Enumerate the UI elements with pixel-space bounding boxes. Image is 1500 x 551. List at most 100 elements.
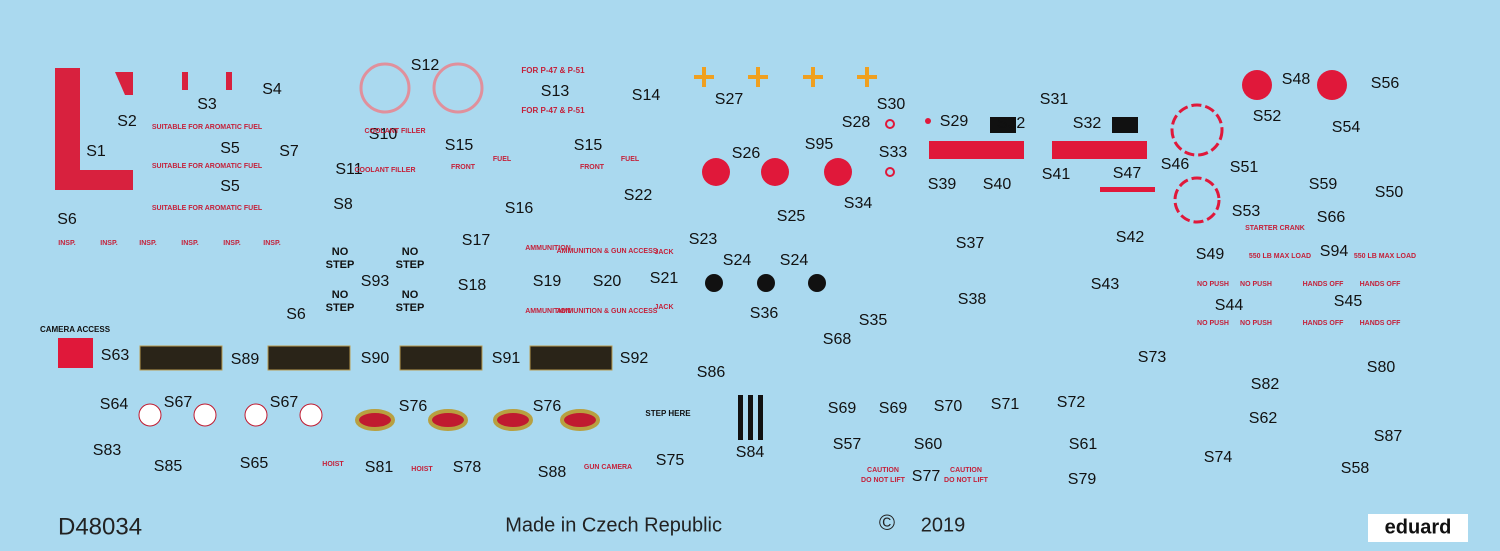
decal-number: S78 [453, 459, 482, 476]
decal-text: SUITABLE FOR AROMATIC FUEL [152, 205, 263, 212]
labels: S1 S2 S3 S4 S12 S5 S5 S7 S10 S11 S8 S6 S13 S14 S15 S15 S… [57, 57, 1403, 488]
decal-number: S87 [1374, 428, 1403, 445]
decal-text: NO [332, 289, 349, 301]
brand-box [1368, 514, 1468, 542]
decal-text: 550 LB MAX LOAD [1354, 253, 1416, 260]
decal-number: S32 [1073, 115, 1102, 132]
decal-text: HANDS OFF [1303, 281, 1345, 288]
decal-text: HOIST [322, 461, 344, 468]
decal-number: S50 [1375, 184, 1404, 201]
decal-number: S63 [101, 347, 130, 364]
decal-number: S39 [928, 176, 957, 193]
decal-number: S80 [1367, 359, 1396, 376]
decal-text: CAUTION [950, 467, 982, 474]
decal-number: S25 [777, 208, 806, 225]
decal-text: COOLANT FILLER [354, 167, 415, 174]
decal-number: S76 [533, 398, 562, 415]
decal-text: AMMUNITION [525, 245, 571, 252]
decal-number: S81 [365, 459, 394, 476]
decal-number: S40 [983, 176, 1012, 193]
decal-text: FRONT [580, 164, 605, 171]
decal-text: NO PUSH [1197, 281, 1229, 288]
decal-text: NO PUSH [1240, 320, 1272, 327]
decal-number: S29 [940, 113, 969, 130]
decal-number: S22 [624, 187, 653, 204]
decal-text: STEP HERE [645, 409, 691, 418]
decal-number: S46 [1161, 156, 1190, 173]
decal-number: S73 [1138, 349, 1167, 366]
decal-number: S8 [333, 196, 353, 213]
decal-number: S6 [286, 306, 306, 323]
decal-number: S41 [1042, 166, 1071, 183]
decal-number: S93 [361, 273, 390, 290]
decal-number: S92 [620, 350, 649, 367]
decal-text: INSP. [139, 240, 156, 247]
decal-number: S20 [593, 273, 622, 290]
decal-number: S12 [411, 57, 440, 74]
decal-number: S60 [914, 436, 943, 453]
decal-number: S56 [1371, 75, 1400, 92]
decal-text: COOLANT FILLER [364, 128, 425, 135]
decal-text: JACK [654, 249, 673, 256]
decal-text: NO [332, 246, 349, 258]
decal-number: S54 [1332, 119, 1361, 136]
decal-text: STARTER CRANK [1245, 225, 1305, 232]
decal-text: FOR P-47 & P-51 [521, 106, 585, 115]
decal-number: S21 [650, 270, 679, 287]
decal-number: S82 [1251, 376, 1280, 393]
decal-text: NO [402, 246, 419, 258]
brand: eduard [1385, 516, 1452, 538]
decal-text: STEP [326, 302, 355, 314]
decal-number: S86 [697, 364, 726, 381]
decal-text: AMMUNITION & GUN ACCESS [557, 248, 658, 255]
decal-number: S89 [231, 351, 260, 368]
decal-number: S38 [958, 291, 987, 308]
decal-artwork [55, 62, 1347, 440]
decal-text: INSP. [181, 240, 198, 247]
decal-number: S26 [732, 145, 761, 162]
decal-text: AMMUNITION [525, 308, 571, 315]
decal-number: S16 [505, 200, 534, 217]
decal-number: S62 [1249, 410, 1278, 427]
decal-number: S42 [1116, 229, 1145, 246]
decal-number: S24 [723, 252, 752, 269]
decal-number: S75 [656, 452, 685, 469]
decal-number: S36 [750, 305, 779, 322]
decal-text: STEP [396, 302, 425, 314]
decal-number: S95 [805, 136, 834, 153]
decal-number: S91 [492, 350, 521, 367]
decal-number: S57 [833, 436, 862, 453]
decal-text: AMMUNITION & GUN ACCESS [557, 308, 658, 315]
decal-number: S24 [780, 252, 809, 269]
decal-number: S53 [1232, 203, 1261, 220]
decal-number: S67 [270, 394, 299, 411]
decal-number: S94 [1320, 243, 1349, 260]
decal-text: HANDS OFF [1360, 281, 1402, 288]
decal-text: STEP [326, 259, 355, 271]
decal-number: S70 [934, 398, 963, 415]
decal-number: S33 [879, 144, 908, 161]
decal-text: HANDS OFF [1303, 320, 1345, 327]
decal-text: DO NOT LIFT [944, 477, 989, 484]
decal-number: S64 [100, 396, 129, 413]
decal-number: S11 [335, 161, 362, 178]
decal-text: FUEL [621, 156, 640, 163]
decal-number: S5 [220, 140, 240, 157]
decal-number: S37 [956, 235, 985, 252]
decal-text: JACK [654, 304, 673, 311]
decal-text: CAMERA ACCESS [40, 325, 111, 334]
decal-number: S79 [1068, 471, 1097, 488]
decal-text: SUITABLE FOR AROMATIC FUEL [152, 124, 263, 131]
decal-number: S69 [879, 400, 908, 417]
decal-number: S84 [736, 444, 765, 461]
decal-number: S17 [462, 232, 491, 249]
decal-text: SUITABLE FOR AROMATIC FUEL [152, 163, 263, 170]
decal-text: NO [402, 289, 419, 301]
decal-number: S68 [823, 331, 852, 348]
decal-number: S14 [632, 87, 661, 104]
sheet-code: D48034 [58, 513, 142, 540]
decal-number: S52 [1253, 108, 1282, 125]
decal-number: S27 [715, 91, 744, 108]
